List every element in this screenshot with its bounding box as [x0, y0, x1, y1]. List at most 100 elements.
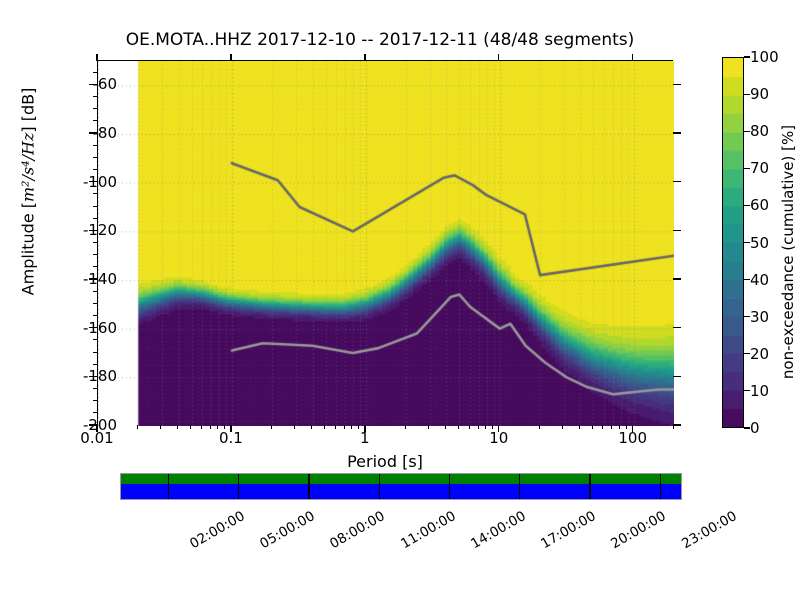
y-axis-minor-tick — [93, 302, 97, 304]
y-axis-minor-tick — [93, 108, 97, 110]
coverage-tick — [519, 474, 521, 499]
x-axis-tick-top — [632, 54, 634, 61]
y-axis-tick — [89, 132, 97, 134]
y-axis-tick-right — [673, 278, 681, 280]
y-axis-minor-tick — [93, 242, 97, 243]
colorbar-tick-label: 0 — [750, 419, 760, 437]
x-axis-minor-tick — [477, 425, 479, 429]
x-axis-tick — [632, 425, 634, 432]
colorbar-tick — [744, 427, 750, 429]
coverage-tick — [308, 474, 310, 499]
y-axis-minor-tick — [93, 205, 97, 207]
y-axis-tick — [89, 229, 97, 232]
coverage-tick — [659, 474, 661, 499]
y-axis-tick-right — [673, 327, 681, 329]
y-axis-minor-tick — [93, 120, 97, 122]
y-axis-minor-tick — [93, 71, 97, 73]
y-axis-minor-tick — [93, 363, 97, 365]
colorbar-tick — [744, 130, 750, 132]
y-axis-tick-right — [673, 424, 681, 426]
y-axis-tick-right — [673, 375, 681, 378]
x-axis-minor-tick — [311, 425, 313, 429]
colorbar-tick-label: 50 — [750, 233, 770, 252]
y-axis-tick — [89, 278, 97, 280]
x-axis-label: Period [s] — [347, 452, 423, 471]
coverage-tick-label: 08:00:00 — [327, 508, 388, 553]
y-axis-tick-label: -180 — [82, 367, 117, 386]
y-axis-tick — [89, 327, 97, 329]
x-axis-minor-tick — [358, 425, 360, 429]
x-axis-tick-label: 1 — [360, 429, 370, 447]
x-axis-minor-tick — [611, 425, 613, 429]
x-axis-tick-top — [364, 54, 366, 61]
x-axis-minor-tick — [562, 425, 564, 429]
colorbar-tick — [744, 167, 750, 169]
colorbar-tick-label: 10 — [750, 381, 770, 400]
coverage-tick-label: 11:00:00 — [397, 508, 459, 553]
y-axis-tick — [89, 424, 97, 426]
coverage-band-green — [121, 474, 681, 484]
x-axis-minor-tick — [270, 425, 272, 429]
y-axis-minor-tick — [93, 315, 97, 316]
y-axis-minor-tick — [93, 144, 97, 146]
y-axis-minor-tick — [93, 412, 97, 414]
x-axis-minor-tick — [136, 425, 138, 429]
y-axis-minor-tick — [93, 217, 97, 219]
x-axis-tick-top — [96, 54, 98, 61]
x-axis-minor-tick — [619, 425, 621, 429]
coverage-tick — [448, 474, 451, 499]
coverage-tick-label: 14:00:00 — [467, 508, 529, 553]
x-axis-tick-label: 100 — [618, 429, 647, 447]
colorbar-tick-label: 60 — [750, 196, 770, 215]
coverage-band-blue — [121, 483, 681, 499]
x-axis-minor-tick — [591, 425, 593, 429]
coverage-tick-label: 05:00:00 — [257, 508, 318, 553]
x-axis-tick-top — [498, 54, 500, 61]
x-axis-tick — [498, 425, 500, 432]
x-axis-minor-tick — [334, 425, 336, 429]
x-axis-minor-tick — [294, 425, 296, 429]
x-axis-minor-tick — [538, 425, 540, 429]
colorbar-tick-label: 20 — [750, 344, 770, 363]
colorbar-tick — [744, 93, 750, 95]
y-axis-minor-tick — [93, 351, 97, 353]
y-axis-tick-label: -140 — [82, 270, 117, 288]
y-axis-tick-label: -60 — [92, 75, 118, 94]
x-axis-minor-tick — [209, 425, 211, 429]
x-axis-minor-tick — [428, 425, 430, 429]
x-axis-minor-tick — [160, 425, 162, 429]
y-axis-tick-right — [673, 181, 681, 183]
y-axis-tick-right — [673, 83, 681, 86]
y-axis-minor-tick — [93, 388, 97, 389]
x-axis-tick — [364, 425, 366, 432]
colorbar-gradient — [723, 58, 743, 427]
colorbar-tick-label: 90 — [750, 85, 770, 104]
x-axis-minor-tick — [200, 425, 202, 429]
colorbar-tick — [744, 353, 750, 355]
colorbar-tick-label: 30 — [750, 307, 770, 326]
coverage-tick-label: 17:00:00 — [538, 508, 599, 553]
x-axis-minor-tick — [672, 425, 674, 429]
y-axis-tick-label: -120 — [82, 221, 117, 240]
colorbar-tick — [744, 56, 750, 58]
y-axis-tick-label: -80 — [92, 124, 118, 142]
y-axis-minor-tick — [93, 290, 97, 292]
y-axis-label: Amplitude [m²/s⁴/Hz] [dB] — [18, 87, 38, 296]
x-axis-minor-tick — [468, 425, 470, 429]
y-axis-tick-right — [673, 229, 681, 232]
coverage-tick — [378, 474, 380, 499]
colorbar-tick — [744, 204, 750, 206]
x-axis-minor-tick — [351, 425, 353, 429]
y-axis-tick — [89, 83, 97, 86]
x-axis-minor-tick — [485, 425, 487, 429]
colorbar-tick — [744, 390, 750, 392]
y-axis-tick-label: -160 — [82, 318, 117, 337]
colorbar-tick-label: 80 — [750, 122, 770, 141]
x-axis-tick — [230, 425, 232, 432]
y-axis-minor-tick — [93, 266, 97, 268]
x-axis-minor-tick — [578, 425, 580, 429]
y-axis-tick — [89, 375, 97, 378]
y-axis-tick-label: -200 — [82, 416, 117, 434]
y-axis-minor-tick — [93, 339, 97, 341]
